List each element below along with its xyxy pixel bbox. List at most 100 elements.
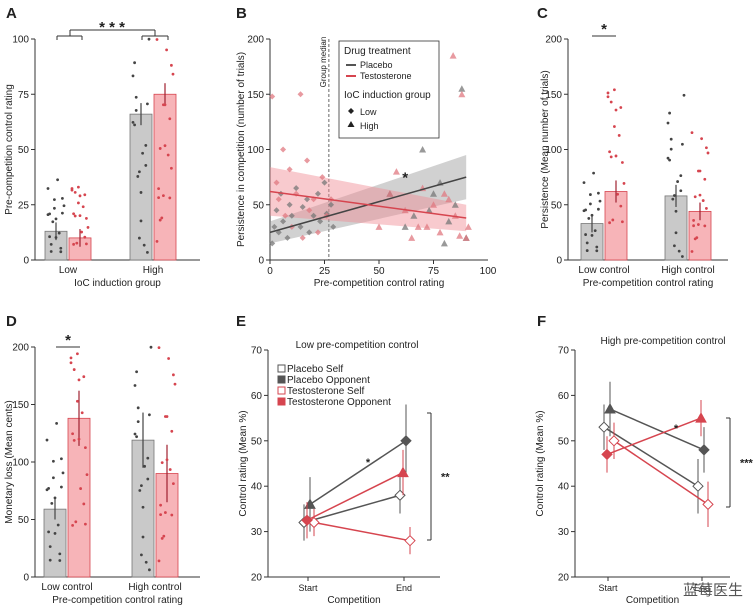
point-placebo-high (445, 217, 453, 225)
point-testosterone-high (445, 195, 453, 203)
data-point (614, 154, 618, 158)
point-testosterone-high (392, 168, 400, 175)
data-point (77, 378, 81, 382)
data-point (592, 171, 595, 175)
data-point (59, 250, 63, 254)
x-axis-label: Pre-competition control rating (583, 278, 714, 289)
point-testosterone-high (458, 90, 466, 98)
point-placebo-high (410, 212, 418, 219)
data-point (693, 237, 697, 241)
data-point (83, 193, 87, 197)
y-tick-label: 60 (251, 391, 263, 402)
y-tick-label: 50 (18, 515, 30, 526)
data-point (146, 456, 150, 460)
data-point (666, 156, 670, 160)
x-tick-label: 25 (319, 266, 331, 277)
data-point (698, 193, 702, 197)
bar-placebo-high (129, 113, 153, 261)
point-testosterone-high (386, 190, 394, 197)
data-point (149, 345, 153, 349)
point-placebo-high (401, 223, 409, 230)
y-tick-label: 70 (251, 346, 263, 357)
y-tick-label: 0 (23, 256, 29, 267)
data-point (69, 361, 73, 365)
series-line-testosterone-self (613, 440, 709, 505)
group-median-label: Group median (319, 37, 328, 88)
point-placebo-low (288, 212, 295, 219)
data-point (170, 63, 173, 67)
y-axis-label: Persistence (Mean number of trials) (540, 70, 551, 228)
point-testosterone-low (304, 157, 311, 164)
y-tick-label: 150 (247, 90, 264, 101)
y-tick-label: 100 (12, 458, 29, 469)
data-point (47, 530, 50, 534)
data-point (165, 458, 169, 462)
x-tick-label: Low control (578, 265, 629, 276)
data-point (135, 370, 139, 374)
legend-swatch (277, 386, 286, 395)
data-point (590, 213, 594, 217)
point-testosterone-high (423, 223, 431, 230)
series-line-placebo-opponent (609, 408, 705, 451)
data-point (133, 123, 137, 127)
data-point (595, 249, 599, 253)
point-testosterone-low (319, 174, 326, 181)
data-point (611, 218, 615, 222)
data-point (673, 244, 676, 248)
data-point (597, 207, 600, 211)
data-point (134, 109, 138, 112)
y-tick-label: 50 (558, 436, 570, 447)
panel-letter-A: A (6, 5, 17, 22)
data-point (140, 553, 143, 557)
data-point (170, 166, 173, 170)
point-placebo-low (314, 190, 321, 197)
significance-label: * (65, 332, 71, 349)
legend-item: Placebo Self (287, 364, 343, 375)
data-point (170, 429, 174, 433)
data-point (72, 439, 76, 442)
y-tick-label: 50 (551, 200, 563, 211)
data-point (584, 233, 587, 236)
data-point (131, 120, 135, 124)
data-point (157, 196, 161, 200)
data-point (155, 38, 159, 41)
data-point (613, 88, 616, 92)
data-point (679, 174, 683, 178)
x-axis-label: Pre-competition control rating (314, 278, 445, 289)
data-point (669, 147, 673, 151)
data-point (703, 224, 707, 228)
data-point (58, 559, 62, 562)
data-point (133, 61, 137, 65)
y-tick-label: 0 (23, 573, 29, 584)
point-testosterone-low (299, 234, 306, 241)
legend-item: Testosterone (360, 71, 412, 81)
legend-item: Placebo Opponent (287, 375, 370, 386)
y-tick-label: 30 (251, 527, 263, 538)
data-point (61, 196, 64, 200)
y-axis-label: Persistence in competition (number of tr… (236, 52, 247, 247)
series-line-placebo-self (303, 494, 401, 524)
data-point (668, 111, 671, 115)
legend-swatch (277, 397, 286, 406)
y-tick-label: 100 (545, 145, 562, 156)
data-point (86, 226, 90, 229)
legend-item: Testosterone Opponent (287, 397, 391, 408)
data-point (590, 234, 594, 237)
data-point (697, 169, 700, 173)
data-point (165, 48, 169, 52)
x-tick-label: High (143, 265, 164, 276)
point-placebo-low (299, 203, 306, 210)
x-tick-label: 75 (428, 266, 440, 277)
point-testosterone-low (306, 207, 313, 214)
y-tick-label: 100 (247, 145, 264, 156)
data-point (61, 211, 64, 215)
data-point (55, 421, 58, 425)
data-point (140, 484, 143, 488)
x-tick-label: Low (59, 265, 78, 276)
data-point (155, 239, 159, 243)
y-tick-label: 20 (251, 573, 263, 584)
data-point (48, 545, 52, 549)
legend-diamond-icon (348, 108, 354, 114)
x-axis-label: Competition (327, 595, 380, 606)
x-tick-label: Start (298, 583, 318, 593)
